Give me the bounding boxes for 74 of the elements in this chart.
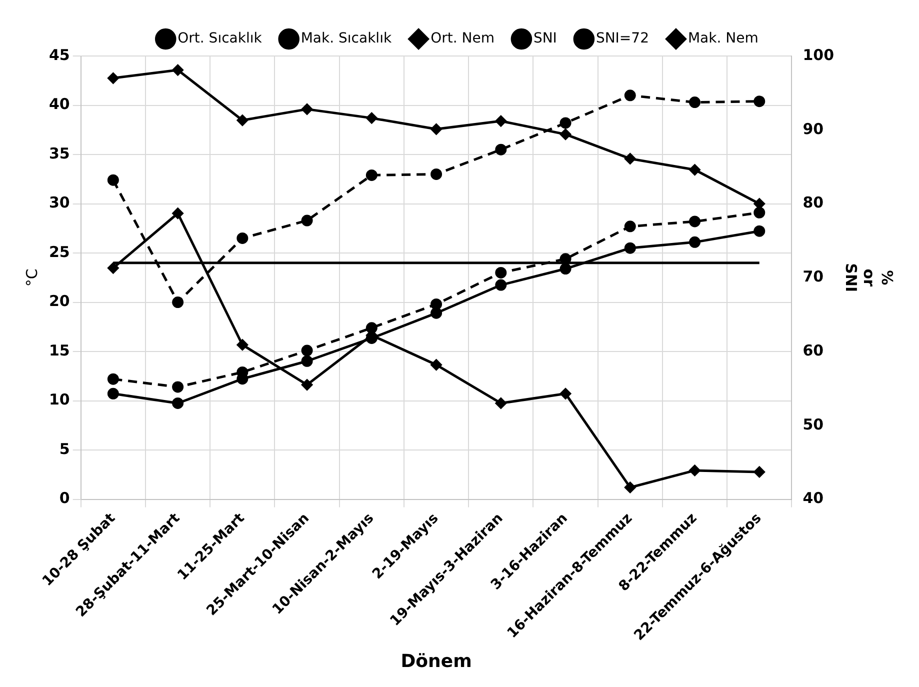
point [366,169,378,181]
point [236,114,248,126]
y-tick-label: 10 [49,390,70,409]
y-tick-label: 45 [49,46,70,64]
point [624,242,636,254]
point [495,144,507,156]
point [366,322,378,334]
point [107,373,119,385]
point [430,359,442,371]
legend-label: Ort. Sıcaklık [178,30,263,47]
y-tick-label: 25 [49,242,70,261]
y-tick-label: 20 [49,292,70,310]
point [624,220,636,232]
y-tick-label: 30 [49,194,70,212]
point [495,279,507,291]
point [236,339,248,351]
point [172,208,184,220]
y-tick-label: 15 [49,341,70,360]
point [301,355,313,367]
point [495,115,507,127]
point [107,262,119,274]
point [689,464,701,476]
point [366,112,378,124]
y2-tick-label: 50 [802,415,824,434]
legend-label: SNI=72 [596,30,649,47]
point [560,117,572,129]
legend-label: Mak. Nem [688,30,758,47]
y2-tick-label: 40 [802,489,824,508]
point [107,72,119,84]
y2-tick-label: 60 [802,341,824,360]
y2-axis-title: % or SNI [842,263,896,292]
point [689,236,701,248]
point [430,123,442,135]
y2-tick-label: 100 [802,46,834,64]
point [754,466,766,478]
point [430,298,442,310]
y2-tick-label: 90 [802,120,824,138]
legend-label: Ort. Nem [430,30,494,47]
point [301,214,313,226]
point [495,397,507,409]
y2-tick-label: 70 [802,268,824,286]
legend-label: SNI [533,30,557,47]
point [301,344,313,356]
point [689,216,701,228]
point [754,225,766,237]
point [236,232,248,244]
point [430,168,442,180]
point [495,266,507,278]
y2-tick-label: 80 [802,194,824,212]
y-tick-label: 5 [59,440,70,458]
y-tick-label: 35 [49,144,70,162]
point [301,103,313,115]
point [560,388,572,400]
point [172,397,184,409]
y-tick-label: 0 [59,489,70,508]
point [754,206,766,218]
point [624,152,636,164]
point [624,482,636,494]
y-tick-label: 40 [49,95,70,114]
point [172,296,184,308]
point [172,381,184,393]
point [107,174,119,186]
x-axis-title: Dönem [400,650,472,672]
point [624,90,636,102]
y-axis-title: °C [22,268,41,287]
legend-label: Mak. Sıcaklık [300,30,392,47]
point [172,64,184,76]
point [107,388,119,400]
point [560,128,572,140]
point [689,164,701,176]
point [560,263,572,275]
point [754,96,766,108]
point [689,96,701,108]
point [301,379,313,391]
